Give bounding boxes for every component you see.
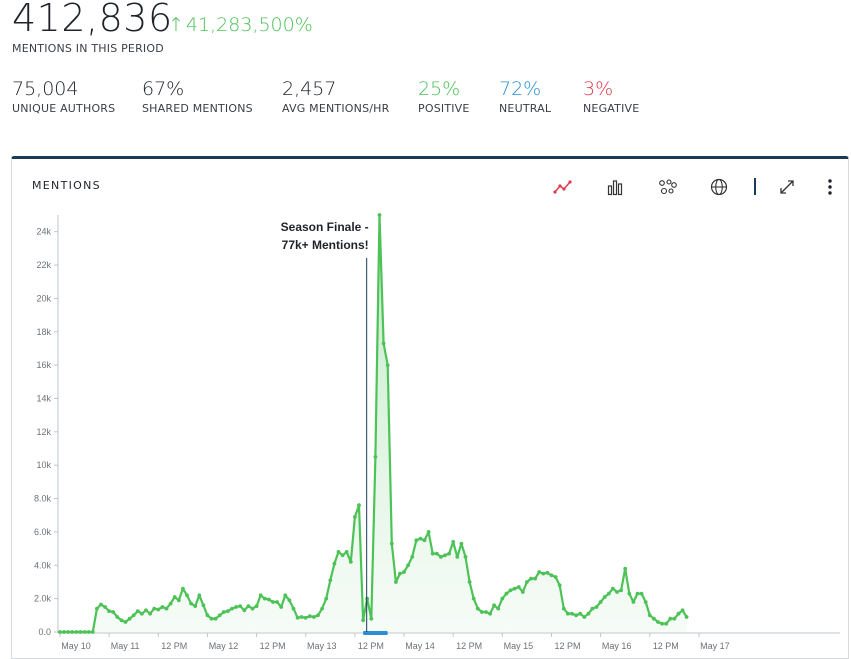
- arrow-up-icon: ↑: [168, 14, 184, 36]
- stat-negative: 3% NEGATIVE: [583, 78, 639, 115]
- stat-label: NEUTRAL: [499, 102, 552, 115]
- bubbles-icon[interactable]: [657, 176, 679, 198]
- card-title: MENTIONS: [32, 179, 101, 192]
- stat-neutral: 72% NEUTRAL: [499, 78, 551, 115]
- growth-value: 41,283,500%: [185, 14, 313, 36]
- stat-value: 72%: [499, 78, 542, 100]
- stat-value: 3%: [583, 78, 614, 100]
- line-chart-icon[interactable]: [552, 176, 574, 198]
- growth-indicator: ↑ 41,283,500%: [168, 14, 313, 36]
- total-mentions-value: 412,836: [12, 0, 173, 40]
- stat-shared-mentions: 67% SHARED MENTIONS: [142, 78, 253, 115]
- expand-icon[interactable]: [776, 176, 798, 198]
- stat-value: 2,457: [282, 78, 337, 100]
- stat-label: NEGATIVE: [583, 102, 640, 115]
- stat-positive: 25% POSITIVE: [418, 78, 470, 115]
- mentions-card: MENTIONS: [11, 156, 849, 659]
- stat-avg-mentions: 2,457 AVG MENTIONS/HR: [282, 78, 390, 115]
- stat-value: 75,004: [12, 78, 79, 100]
- toolbar-divider: [754, 178, 756, 195]
- stat-label: SHARED MENTIONS: [142, 102, 253, 115]
- stat-unique-authors: 75,004 UNIQUE AUTHORS: [12, 78, 115, 115]
- stat-value: 25%: [418, 78, 461, 100]
- more-vertical-icon[interactable]: [819, 176, 841, 198]
- globe-icon[interactable]: [708, 176, 730, 198]
- bar-chart-icon[interactable]: [604, 176, 626, 198]
- stat-label: POSITIVE: [418, 102, 470, 115]
- stat-label: UNIQUE AUTHORS: [12, 102, 116, 115]
- stat-value: 67%: [142, 78, 185, 100]
- total-mentions-label: MENTIONS IN THIS PERIOD: [12, 42, 164, 55]
- stat-label: AVG MENTIONS/HR: [282, 102, 390, 115]
